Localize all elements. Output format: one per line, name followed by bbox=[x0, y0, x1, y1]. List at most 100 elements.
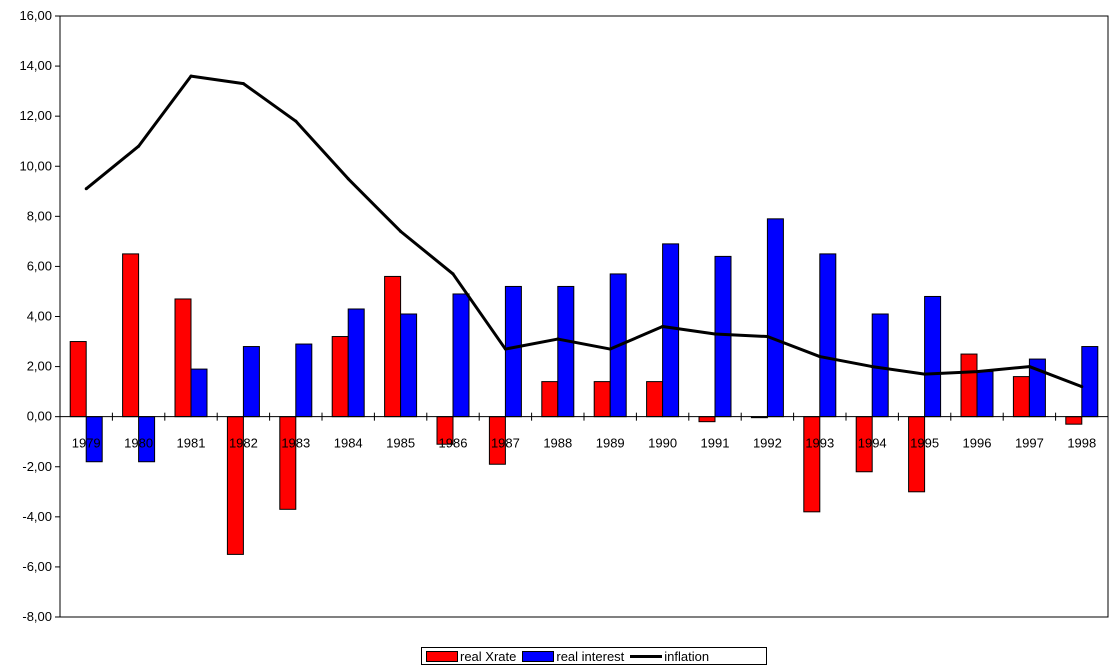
bar-real-xrate bbox=[331, 336, 349, 418]
x-tick-label: 1997 bbox=[1015, 436, 1044, 451]
x-tick-label: 1984 bbox=[334, 436, 363, 451]
y-tick-label: -6,00 bbox=[22, 559, 52, 574]
x-tick-label: 1987 bbox=[491, 436, 520, 451]
bar-real-interest bbox=[976, 371, 994, 418]
point-inflation bbox=[818, 355, 822, 359]
y-tick-label: 8,00 bbox=[27, 208, 52, 223]
bar-real-interest bbox=[347, 308, 365, 418]
x-tick-label: 1991 bbox=[701, 436, 730, 451]
bar-real-interest bbox=[662, 243, 680, 418]
x-tick-label: 1983 bbox=[281, 436, 310, 451]
legend-item-real-interest: real interest bbox=[522, 649, 624, 664]
y-tick-label: 6,00 bbox=[27, 258, 52, 273]
inflation-line bbox=[84, 74, 1084, 389]
bar-real-interest bbox=[871, 313, 889, 418]
point-inflation bbox=[661, 325, 665, 329]
bar-real-xrate bbox=[803, 416, 821, 513]
point-inflation bbox=[1080, 385, 1084, 389]
point-inflation bbox=[399, 229, 403, 233]
bar-real-interest bbox=[557, 285, 575, 418]
y-tick-label: -4,00 bbox=[22, 509, 52, 524]
x-tick-label: 1994 bbox=[858, 436, 887, 451]
legend: real Xrate real interest inflation bbox=[421, 647, 767, 665]
legend-item-inflation: inflation bbox=[630, 649, 709, 664]
y-tick-label: 2,00 bbox=[27, 359, 52, 374]
point-inflation bbox=[713, 332, 717, 336]
x-axis-ticks: 1979 1980 1981 1982 1983 1984 1985 1986 1987 1988… bbox=[59, 412, 1109, 451]
point-inflation bbox=[137, 144, 141, 148]
y-tick-label: -8,00 bbox=[22, 609, 52, 624]
y-tick-label: 12,00 bbox=[19, 108, 52, 123]
y-axis-ticks: -8,00 -6,00 -4,00 -2,00 0,00 2,00 4,00 6,00 8,00… bbox=[19, 8, 60, 624]
point-inflation bbox=[189, 74, 193, 78]
x-tick-label: 1981 bbox=[177, 436, 206, 451]
y-tick-label: 0,00 bbox=[27, 409, 52, 424]
point-inflation bbox=[608, 347, 612, 351]
bar-real-xrate bbox=[960, 353, 978, 418]
bar-real-xrate bbox=[646, 381, 664, 418]
bar-real-interest bbox=[400, 313, 418, 418]
bar-real-interest bbox=[190, 368, 208, 418]
point-inflation bbox=[84, 187, 88, 191]
x-tick-label: 1986 bbox=[439, 436, 468, 451]
x-tick-label: 1993 bbox=[805, 436, 834, 451]
y-tick-label: 16,00 bbox=[19, 8, 52, 23]
legend-swatch-inflation bbox=[630, 654, 663, 658]
bar-real-interest bbox=[295, 343, 313, 418]
line-inflation bbox=[85, 74, 1083, 389]
bar-real-interest bbox=[504, 285, 522, 418]
legend-label-real-xrate: real Xrate bbox=[460, 648, 517, 664]
bar-real-interest bbox=[924, 295, 942, 418]
point-inflation bbox=[294, 119, 298, 123]
legend-label-inflation: inflation bbox=[664, 648, 710, 664]
bar-real-xrate bbox=[122, 253, 140, 418]
bar-real-interest bbox=[819, 253, 837, 418]
bar-real-xrate bbox=[698, 416, 716, 423]
point-inflation bbox=[975, 370, 979, 374]
point-inflation bbox=[1027, 365, 1031, 369]
legend-swatch-real-xrate bbox=[426, 650, 458, 662]
y-tick-label: -2,00 bbox=[22, 459, 52, 474]
x-tick-label: 1996 bbox=[963, 436, 992, 451]
x-tick-label: 1992 bbox=[753, 436, 782, 451]
bar-real-xrate bbox=[541, 381, 559, 418]
point-inflation bbox=[870, 365, 874, 369]
bar-real-xrate bbox=[593, 381, 611, 418]
bar-real-xrate bbox=[1012, 376, 1030, 418]
bar-real-xrate bbox=[1065, 416, 1083, 425]
bar-real-interest bbox=[242, 346, 260, 418]
bar-real-xrate bbox=[384, 275, 402, 418]
bars bbox=[69, 218, 1099, 555]
point-inflation bbox=[451, 272, 455, 276]
legend-item-real-xrate: real Xrate bbox=[426, 649, 516, 664]
x-tick-label: 1979 bbox=[72, 436, 101, 451]
x-tick-label: 1985 bbox=[386, 436, 415, 451]
bar-real-xrate bbox=[174, 298, 192, 418]
x-tick-label: 1982 bbox=[229, 436, 258, 451]
bar-real-interest bbox=[714, 255, 732, 418]
point-inflation bbox=[923, 372, 927, 376]
x-tick-label: 1988 bbox=[543, 436, 572, 451]
legend-label-real-interest: real interest bbox=[556, 648, 625, 664]
axes bbox=[59, 15, 1109, 618]
bar-real-xrate bbox=[279, 416, 297, 510]
legend-swatch-real-interest bbox=[522, 650, 555, 662]
bar-real-interest bbox=[452, 293, 470, 418]
x-tick-label: 1989 bbox=[596, 436, 625, 451]
bar-real-interest bbox=[766, 218, 784, 418]
point-inflation bbox=[765, 335, 769, 339]
x-tick-label: 1980 bbox=[124, 436, 153, 451]
plot-area-border bbox=[59, 15, 1109, 618]
point-inflation bbox=[556, 337, 560, 341]
point-inflation bbox=[241, 82, 245, 86]
point-inflation bbox=[503, 347, 507, 351]
y-tick-label: 4,00 bbox=[27, 309, 52, 324]
y-tick-label: 10,00 bbox=[19, 158, 52, 173]
bar-real-xrate bbox=[908, 416, 926, 493]
bar-real-xrate bbox=[69, 341, 87, 418]
x-tick-label: 1995 bbox=[910, 436, 939, 451]
x-tick-label: 1998 bbox=[1067, 436, 1096, 451]
x-tick-label: 1990 bbox=[648, 436, 677, 451]
bar-real-interest bbox=[1081, 346, 1099, 418]
